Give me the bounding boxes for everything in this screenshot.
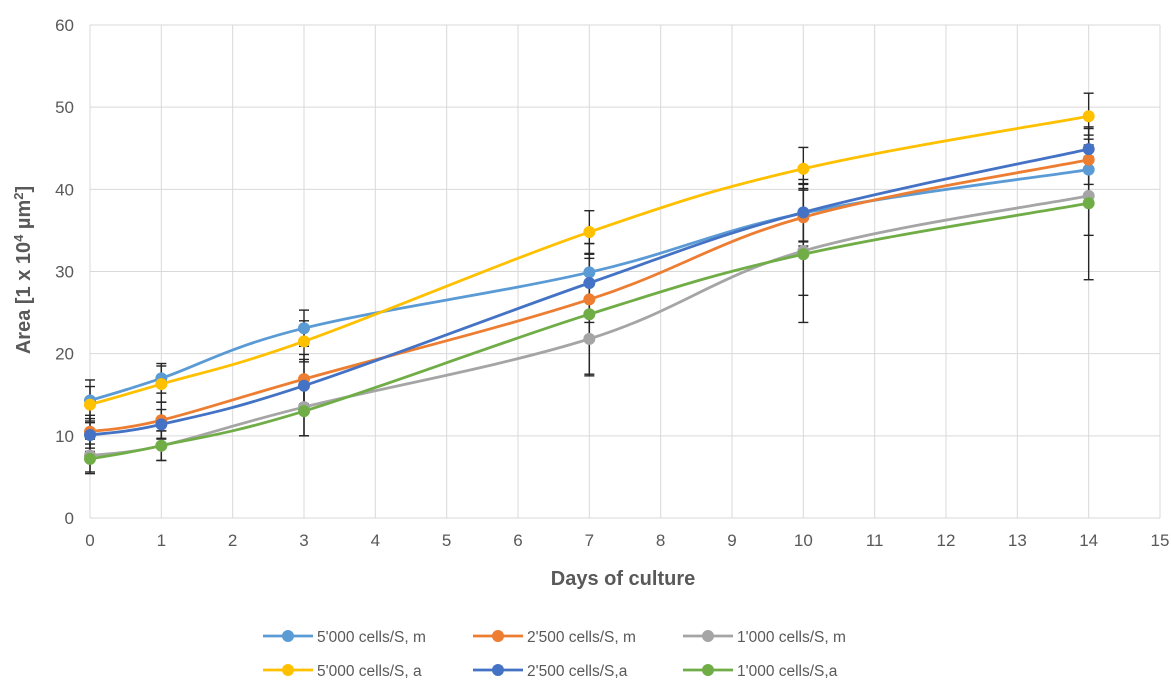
- x-tick-label: 7: [585, 531, 594, 550]
- x-tick-label: 11: [866, 531, 884, 550]
- legend-item: 5'000 cells/S, m: [263, 629, 426, 646]
- legend-label: 5'000 cells/S, m: [317, 629, 426, 646]
- x-tick-label: 8: [656, 531, 665, 550]
- data-point: [1082, 110, 1095, 123]
- x-tick-label: 3: [299, 531, 308, 550]
- legend-label: 2'500 cells/S, m: [527, 629, 636, 646]
- x-tick-label: 12: [937, 531, 956, 550]
- y-tick-label: 60: [55, 16, 74, 35]
- series-line: [89, 158, 1089, 434]
- data-point: [583, 293, 596, 306]
- data-point: [298, 379, 310, 392]
- x-axis-ticks: 0 1 2 3 4 5 6 7 8 9 10 11 12 13 14 15: [85, 531, 1169, 550]
- y-axis-title-main: Area [1 x 10: [13, 242, 35, 354]
- legend-label: 2'500 cells/S,a: [527, 663, 628, 680]
- legend: 5'000 cells/S, m 2'500 cells/S, m 1'000 ce…: [263, 629, 846, 680]
- data-point: [583, 226, 596, 239]
- legend-marker: [702, 630, 714, 642]
- y-axis-ticks: 0 10 20 30 40 50 60: [55, 16, 74, 528]
- x-tick-label: 15: [1151, 531, 1170, 550]
- data-point: [84, 452, 96, 465]
- data-point: [155, 439, 168, 452]
- y-axis-title-end: ]: [13, 186, 35, 193]
- legend-marker: [282, 630, 294, 642]
- legend-item: 2'500 cells/S, m: [473, 629, 636, 646]
- y-axis-title: Area [1 x 104 µm2]: [11, 186, 35, 354]
- data-point: [298, 322, 310, 335]
- y-axis-title-mid: µm: [13, 200, 35, 235]
- x-tick-label: 4: [371, 531, 380, 550]
- series-line: [89, 201, 1089, 461]
- y-tick-label: 30: [55, 263, 74, 282]
- legend-item: 5'000 cells/S, a: [263, 663, 422, 680]
- y-tick-label: 40: [55, 180, 74, 199]
- y-tick-label: 50: [55, 98, 74, 117]
- x-tick-label: 13: [1008, 531, 1027, 550]
- data-point: [583, 332, 596, 345]
- data-point: [797, 206, 810, 219]
- legend-item: 1'000 cells/S, m: [683, 629, 846, 646]
- x-tick-label: 10: [794, 531, 813, 550]
- data-point: [1082, 197, 1095, 210]
- x-tick-label: 6: [513, 531, 522, 550]
- series-group: [89, 114, 1089, 461]
- data-point: [84, 398, 96, 411]
- legend-marker: [282, 664, 294, 676]
- legend-item: 2'500 cells/S,a: [473, 663, 628, 680]
- data-points: [84, 110, 1095, 465]
- x-axis-title: Days of culture: [551, 568, 695, 590]
- data-point: [1082, 153, 1095, 166]
- y-tick-label: 20: [55, 345, 74, 364]
- data-point: [797, 248, 810, 261]
- data-point: [797, 162, 810, 175]
- legend-marker: [702, 664, 714, 676]
- data-point: [583, 308, 596, 321]
- x-tick-label: 1: [157, 531, 166, 550]
- data-point: [298, 335, 310, 348]
- legend-label: 5'000 cells/S, a: [317, 663, 422, 680]
- legend-label: 1'000 cells/S, m: [737, 629, 846, 646]
- data-point: [155, 378, 168, 391]
- y-tick-label: 10: [55, 427, 74, 446]
- y-axis-title-sup2: 2: [11, 193, 26, 200]
- y-axis-title-sup1: 4: [11, 234, 26, 242]
- data-point: [583, 266, 596, 279]
- series-line: [89, 147, 1089, 437]
- data-point: [1082, 143, 1095, 156]
- legend-item: 1'000 cells/S,a: [683, 663, 838, 680]
- y-tick-label: 0: [65, 509, 74, 528]
- x-tick-label: 2: [228, 531, 237, 550]
- legend-marker: [492, 630, 504, 642]
- data-point: [298, 405, 310, 418]
- x-tick-label: 14: [1079, 531, 1098, 550]
- x-tick-label: 0: [85, 531, 94, 550]
- data-point: [583, 277, 596, 290]
- x-tick-label: 9: [727, 531, 736, 550]
- series-line: [89, 114, 1089, 406]
- data-point: [84, 429, 96, 442]
- legend-marker: [492, 664, 504, 676]
- data-point: [1082, 163, 1095, 176]
- x-tick-label: 5: [442, 531, 451, 550]
- legend-label: 1'000 cells/S,a: [737, 663, 838, 680]
- data-point: [155, 418, 168, 431]
